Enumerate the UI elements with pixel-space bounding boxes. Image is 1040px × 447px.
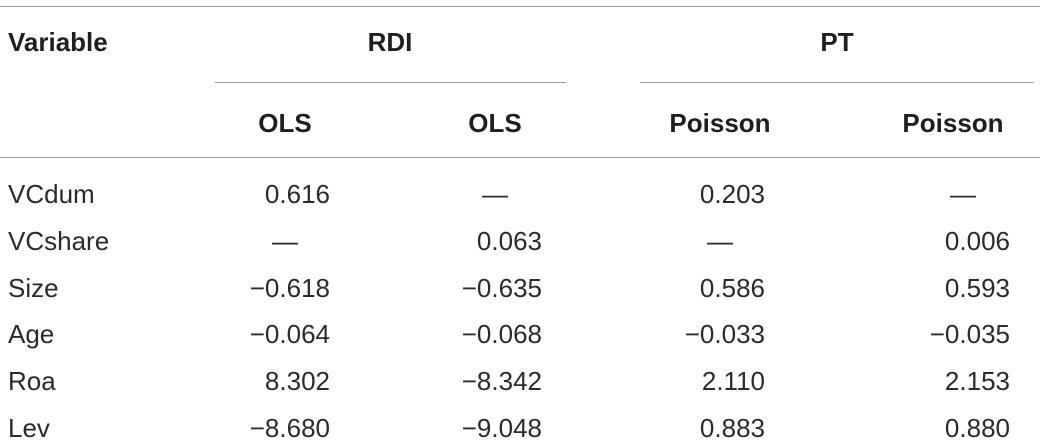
pt-group-rule bbox=[640, 82, 1034, 83]
method-header-4: Poisson bbox=[902, 108, 1004, 138]
method-header-2: OLS bbox=[468, 108, 522, 138]
top-rule bbox=[0, 6, 1040, 7]
table-cell: 0.063 bbox=[476, 226, 542, 256]
group-header-pt: PT bbox=[820, 27, 854, 57]
row-label: VCdum bbox=[8, 179, 95, 209]
header-bottom-rule bbox=[0, 157, 1040, 158]
table-cell: 0.006 bbox=[944, 226, 1010, 256]
table-cell: −0.635 bbox=[461, 273, 542, 303]
table-cell: 2.110 bbox=[701, 366, 765, 396]
table-cell: −0.618 bbox=[249, 273, 330, 303]
table-cell: −0.068 bbox=[461, 319, 542, 349]
table-cell: −0.035 bbox=[929, 319, 1010, 349]
table-cell: −8.342 bbox=[461, 366, 542, 396]
table-cell: −0.033 bbox=[684, 319, 765, 349]
table-cell: 0.203 bbox=[699, 179, 765, 209]
method-header-3: Poisson bbox=[669, 108, 771, 138]
group-header-rdi: RDI bbox=[367, 27, 413, 57]
table-cell: — bbox=[950, 179, 976, 209]
table-cell: — bbox=[482, 179, 508, 209]
table-cell: 2.153 bbox=[944, 366, 1010, 396]
table-cell: 8.302 bbox=[264, 366, 330, 396]
table-cell: −9.048 bbox=[461, 413, 542, 443]
table-cell: 0.593 bbox=[944, 273, 1010, 303]
variable-header: Variable bbox=[8, 27, 108, 57]
row-label: VCshare bbox=[8, 226, 110, 256]
table-cell: 0.883 bbox=[699, 413, 765, 443]
table-cell: −8.680 bbox=[249, 413, 330, 443]
table-cell: −0.064 bbox=[249, 319, 330, 349]
rdi-group-rule bbox=[215, 82, 566, 83]
row-label: Lev bbox=[8, 413, 50, 443]
table-cell: — bbox=[272, 226, 298, 256]
method-header-1: OLS bbox=[258, 108, 312, 138]
table-cell: 0.880 bbox=[944, 413, 1010, 443]
row-label: Size bbox=[8, 273, 59, 303]
table-cell: 0.586 bbox=[699, 273, 765, 303]
row-label: Age bbox=[8, 319, 55, 349]
table-cell: 0.616 bbox=[264, 179, 330, 209]
table-cell: — bbox=[707, 226, 733, 256]
row-label: Roa bbox=[8, 366, 56, 396]
